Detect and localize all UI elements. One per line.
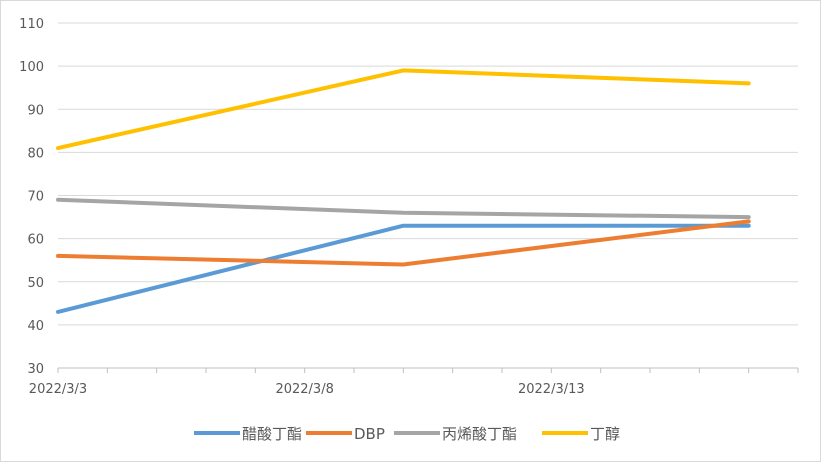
series-line — [56, 68, 751, 151]
y-tick-label: 80 — [27, 146, 44, 161]
series-line — [56, 223, 751, 314]
y-tick-label: 70 — [27, 190, 44, 205]
legend-label: 醋酸丁酯 — [242, 425, 302, 443]
y-tick-label: 110 — [19, 17, 44, 32]
y-tick-label: 90 — [27, 103, 44, 118]
legend-item: 丁醇 — [542, 425, 620, 443]
y-tick-label: 100 — [19, 60, 44, 75]
x-tick-label: 2022/3/3 — [29, 382, 87, 397]
series-lines — [56, 68, 751, 314]
y-tick-label: 30 — [27, 362, 44, 377]
y-tick-label: 40 — [27, 319, 44, 334]
y-tick-label: 60 — [27, 233, 44, 248]
legend: 醋酸丁酯 DBP 丙烯酸丁酯 丁醇 — [194, 425, 620, 443]
legend-label: DBP — [354, 425, 385, 443]
gridlines — [58, 22, 798, 326]
x-tick-label: 2022/3/13 — [518, 382, 585, 397]
y-tick-label: 50 — [27, 276, 44, 291]
legend-item: DBP — [306, 425, 385, 443]
x-tick-label: 2022/3/8 — [275, 382, 333, 397]
legend-item: 醋酸丁酯 — [194, 425, 302, 443]
axes: 30 40 50 60 70 80 90 100 110 2022/3/3 2022/3/8 2022… — [19, 17, 799, 397]
legend-item: 丙烯酸丁酯 — [394, 425, 517, 443]
series-line — [56, 197, 751, 220]
legend-label: 丙烯酸丁酯 — [442, 425, 517, 443]
legend-label: 丁醇 — [590, 425, 620, 443]
series-line — [56, 219, 751, 267]
